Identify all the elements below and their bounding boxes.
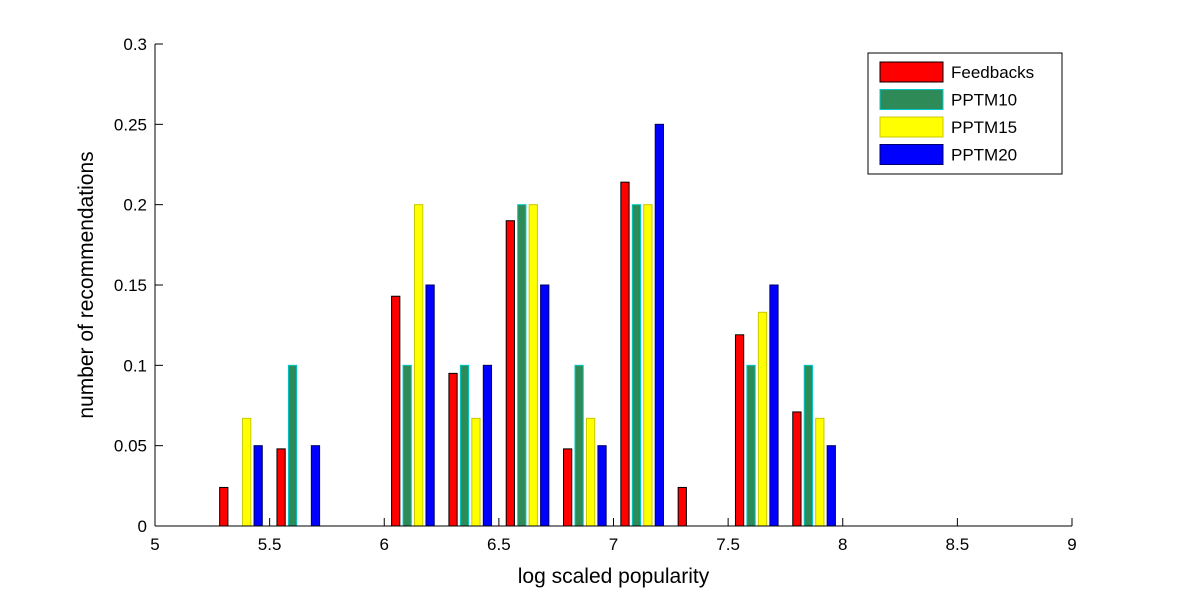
legend-label-pptm10: PPTM10	[951, 91, 1017, 110]
bar-pptm20	[826, 445, 836, 527]
x-tick-label: 5.5	[258, 535, 282, 554]
bar-pptm15	[757, 311, 768, 527]
x-tick-label: 5	[150, 535, 159, 554]
bar-pptm15	[471, 417, 481, 527]
x-tick-label: 9	[1067, 535, 1076, 554]
bar-pptm10	[574, 364, 584, 527]
x-tick-label: 7	[609, 535, 618, 554]
bar-pptm10	[746, 364, 756, 527]
bar-feedbacks	[677, 486, 687, 527]
bar-pptm20	[253, 445, 263, 527]
bar-feedbacks	[448, 372, 458, 527]
bar-pptm10	[459, 364, 470, 527]
bar-pptm10	[287, 364, 298, 527]
legend-label-pptm20: PPTM20	[951, 146, 1017, 165]
y-tick-label: 0.05	[114, 437, 147, 456]
y-tick-label: 0.1	[123, 356, 147, 375]
bar-feedbacks	[563, 448, 573, 527]
bar-feedbacks	[620, 181, 630, 527]
bar-pptm20	[540, 284, 550, 527]
bar-feedbacks	[792, 411, 802, 527]
bar-pptm15	[643, 204, 653, 527]
bar-pptm15	[815, 417, 825, 527]
bar-pptm10	[517, 204, 527, 527]
bar-feedbacks	[276, 448, 286, 527]
legend-label-pptm15: PPTM15	[951, 118, 1017, 137]
bar-pptm20	[482, 364, 493, 527]
bar-pptm20	[425, 284, 435, 527]
legend: Feedbacks PPTM10 PPTM15 PPTM20	[867, 52, 1063, 175]
x-tick-label: 8	[838, 535, 847, 554]
bar-pptm10	[402, 364, 412, 527]
legend-swatch-pptm20	[879, 144, 944, 165]
x-tick-label: 8.5	[946, 535, 970, 554]
y-tick-label: 0.15	[114, 276, 147, 295]
bar-pptm20	[597, 445, 607, 527]
y-tick-label: 0	[138, 517, 147, 536]
bar-pptm20	[769, 284, 779, 527]
y-tick-label: 0.3	[123, 35, 147, 54]
legend-swatch-feedbacks	[879, 61, 944, 83]
x-tick-label: 6.5	[487, 535, 511, 554]
bar-feedbacks	[734, 334, 745, 527]
bars-group	[219, 123, 836, 527]
bar-feedbacks	[505, 220, 515, 527]
bar-pptm15	[528, 204, 538, 527]
y-tick-label: 0.2	[123, 196, 147, 215]
bar-feedbacks	[219, 486, 229, 527]
legend-swatch-pptm15	[879, 116, 944, 138]
x-tick-label: 6	[380, 535, 389, 554]
y-tick-label: 0.25	[114, 115, 147, 134]
bar-feedbacks	[391, 295, 401, 527]
bar-pptm15	[585, 417, 596, 527]
bar-pptm15	[414, 204, 424, 527]
legend-label-feedbacks: Feedbacks	[951, 63, 1034, 82]
y-axis-title: number of recommendations	[75, 151, 98, 418]
bar-pptm20	[310, 445, 321, 527]
bar-pptm20	[654, 123, 664, 527]
axis-ticks-group: 5 5.5 6 6.5 7 7.5 8 8.5 9 0 0.05 0.1 0.15 0.2 0.25 0.3	[114, 35, 1077, 554]
x-axis-title: log scaled popularity	[518, 565, 710, 588]
bar-pptm10	[803, 364, 813, 527]
bar-pptm10	[631, 204, 642, 527]
legend-swatch-pptm10	[879, 89, 944, 110]
bar-pptm15	[242, 417, 252, 527]
x-tick-label: 7.5	[716, 535, 740, 554]
